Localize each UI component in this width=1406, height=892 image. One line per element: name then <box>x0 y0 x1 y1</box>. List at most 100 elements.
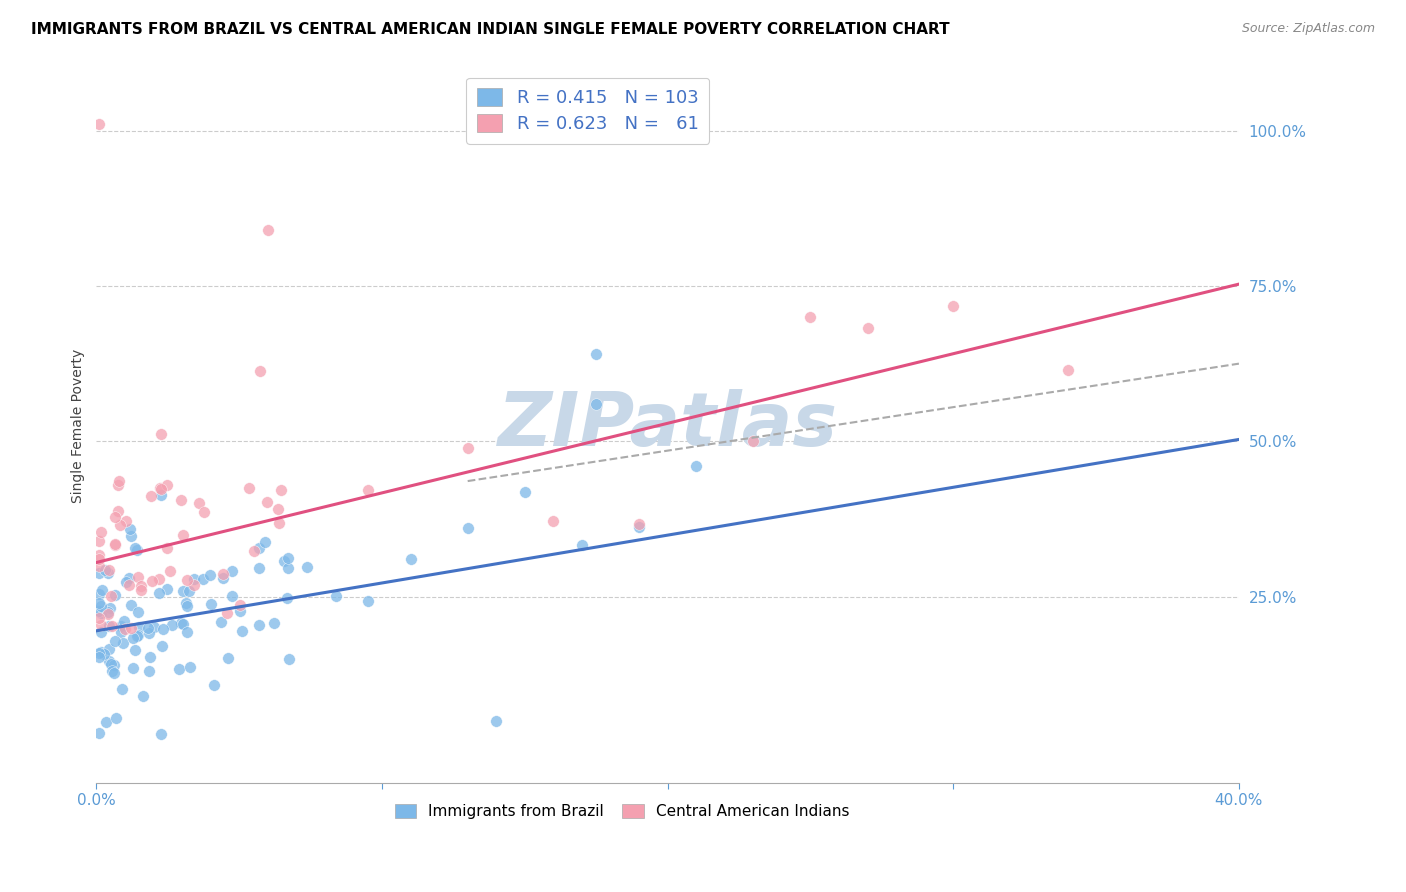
Point <box>357 483 380 498</box>
Point <box>187 496 209 510</box>
Point <box>628 520 651 534</box>
Point <box>127 629 149 643</box>
Point <box>97 606 120 620</box>
Point <box>149 481 172 495</box>
Point <box>98 641 121 656</box>
Point <box>104 537 127 551</box>
Point <box>118 522 141 536</box>
Point <box>103 588 125 602</box>
Point <box>120 598 142 612</box>
Point <box>97 654 120 668</box>
Text: IMMIGRANTS FROM BRAZIL VS CENTRAL AMERICAN INDIAN SINGLE FEMALE POVERTY CORRELAT: IMMIGRANTS FROM BRAZIL VS CENTRAL AMERIC… <box>31 22 949 37</box>
Point <box>174 597 197 611</box>
Point <box>152 623 174 637</box>
Point <box>120 621 142 635</box>
Point <box>97 566 120 580</box>
Point <box>127 627 149 641</box>
Point <box>139 490 162 504</box>
Point <box>247 541 270 555</box>
Point <box>93 648 115 662</box>
Point <box>89 649 111 664</box>
Point <box>263 615 285 630</box>
Point <box>132 689 155 703</box>
Point <box>169 662 191 676</box>
Point <box>89 606 111 620</box>
Point <box>107 474 129 488</box>
Point <box>124 642 146 657</box>
Point <box>856 321 879 335</box>
Point <box>179 660 201 674</box>
Point <box>211 567 233 582</box>
Point <box>110 618 132 632</box>
Point <box>120 528 142 542</box>
Point <box>238 481 260 495</box>
Point <box>229 598 252 612</box>
Point <box>103 658 125 673</box>
Point <box>90 599 112 613</box>
Point <box>170 616 193 631</box>
Point <box>628 516 651 531</box>
Point <box>156 477 179 491</box>
Point <box>90 582 112 597</box>
Point <box>127 570 149 584</box>
Point <box>110 518 132 533</box>
Point <box>89 611 111 625</box>
Point <box>127 606 149 620</box>
Point <box>543 514 565 528</box>
Point <box>253 534 276 549</box>
Point <box>97 619 120 633</box>
Point <box>585 397 607 411</box>
Point <box>249 364 271 378</box>
Point <box>114 515 136 529</box>
Point <box>97 563 120 577</box>
Point <box>177 584 200 599</box>
Point <box>117 571 139 585</box>
Point <box>150 426 173 441</box>
Point <box>221 589 243 603</box>
Point <box>160 618 183 632</box>
Point <box>267 502 290 516</box>
Point <box>150 726 173 740</box>
Point <box>685 458 707 473</box>
Point <box>247 561 270 575</box>
Point <box>150 488 173 502</box>
Point <box>277 551 299 566</box>
Point <box>256 223 278 237</box>
Point <box>457 441 479 455</box>
Point <box>229 604 252 618</box>
Point <box>742 434 765 448</box>
Point <box>172 583 194 598</box>
Point <box>122 661 145 675</box>
Point <box>129 579 152 593</box>
Point <box>170 492 193 507</box>
Point <box>112 614 135 628</box>
Point <box>202 678 225 692</box>
Point <box>150 482 173 496</box>
Point <box>90 624 112 639</box>
Point <box>110 624 132 639</box>
Point <box>176 599 198 613</box>
Point <box>89 587 111 601</box>
Point <box>89 548 111 562</box>
Point <box>273 554 295 568</box>
Point <box>150 640 173 654</box>
Point <box>138 650 160 665</box>
Point <box>172 528 194 542</box>
Point <box>89 552 111 566</box>
Text: ZIPatlas: ZIPatlas <box>498 389 838 462</box>
Point <box>485 714 508 728</box>
Point <box>104 634 127 648</box>
Point <box>221 564 243 578</box>
Point <box>89 534 111 549</box>
Point <box>156 582 179 597</box>
Point <box>571 538 593 552</box>
Point <box>212 571 235 585</box>
Point <box>200 597 222 611</box>
Point <box>89 726 111 740</box>
Point <box>276 591 298 605</box>
Point <box>942 299 965 313</box>
Point <box>172 617 194 632</box>
Point <box>100 590 122 604</box>
Point <box>89 595 111 609</box>
Point <box>111 681 134 696</box>
